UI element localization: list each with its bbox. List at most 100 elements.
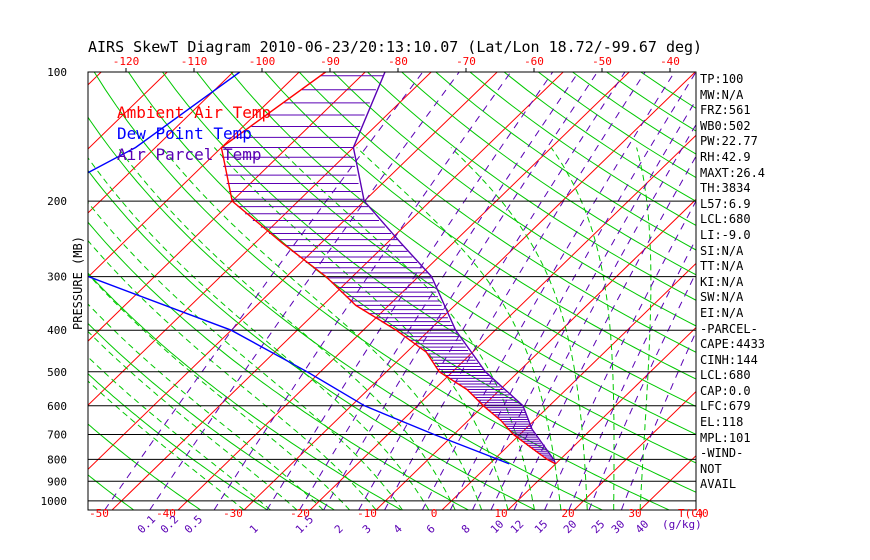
mixing-ratio-tick-label: 4: [391, 522, 405, 536]
top-tick-label: -100: [249, 55, 276, 68]
sidebar-index-item: -PARCEL-: [700, 321, 758, 336]
isotherm-line: [177, 72, 630, 510]
sidebar-index-item: -WIND-: [700, 446, 744, 461]
bottom-tick-label: 30: [628, 507, 641, 520]
bottom-tick-label: 20: [561, 507, 574, 520]
legend-dew-point-temp: Dew Point Temp: [117, 124, 252, 143]
dry-adiabat-line: [264, 72, 696, 380]
mixing-ratio-tick-label: 3: [360, 522, 374, 536]
sounding-indices-panel: TP:100 MW:N/A FRZ:561 WB0:502 PW:22.77 RH:42.…: [700, 72, 870, 493]
mixing-ratio-unit-label: (g/kg): [662, 518, 702, 531]
mixing-ratio-tick-label: 25: [589, 518, 608, 537]
sidebar-index-item: SW:N/A: [700, 290, 744, 305]
top-tick-label: -120: [113, 55, 140, 68]
mixing-ratio-line: [323, 72, 598, 510]
top-tick-label: -80: [388, 55, 408, 68]
mixing-ratio-tick-label: 15: [532, 518, 551, 537]
sidebar-index-item: MW:N/A: [700, 87, 744, 102]
sidebar-index-item: KI:N/A: [700, 274, 744, 289]
dry-adiabat-line: [332, 72, 696, 327]
sidebar-index-item: EI:N/A: [700, 305, 744, 320]
sidebar-index-item: LI:-9.0: [700, 227, 751, 242]
isotherm-line: [88, 72, 168, 150]
mixing-ratio-line: [299, 72, 579, 510]
moist-adiabat-line: [636, 147, 652, 510]
sidebar-index-item: AVAIL: [700, 477, 737, 492]
bottom-tick-label: -10: [357, 507, 377, 520]
plot-frame: [87, 68, 697, 511]
mixing-ratio-line: [568, 237, 696, 510]
isotherm-line: [88, 72, 366, 342]
profile-lines: [88, 72, 557, 465]
mixing-ratio-tick-label: 20: [561, 518, 580, 537]
moist-adiabat-line: [550, 147, 615, 510]
background-grid: [0, 72, 696, 510]
air-parcel-temp-line: [352, 72, 557, 465]
bottom-tick-label: -40: [156, 507, 176, 520]
sidebar-index-item: L57:6.9: [700, 196, 751, 211]
mixing-ratio-line: [266, 72, 554, 510]
dry-adiabat-line: [230, 72, 696, 408]
pressure-tick-label: 200: [47, 195, 67, 208]
mixing-ratio-tick-label: 0.5: [182, 513, 205, 536]
mixing-ratio-tick-label: 1: [247, 522, 261, 536]
pressure-tick-label: 500: [47, 366, 67, 379]
mixing-ratio-line: [544, 200, 696, 510]
isotherm-line: [0, 72, 35, 510]
mixing-ratio-tick-label: 6: [424, 522, 438, 536]
top-tick-label: -90: [320, 55, 340, 68]
moist-adiabat-line: [88, 380, 245, 510]
cape-hatch: [221, 75, 555, 462]
isotherm-line: [88, 72, 498, 470]
dry-adiabat-line: [162, 72, 696, 464]
mixing-ratio-tick-label: 40: [633, 518, 652, 537]
sidebar-index-item: RH:42.9: [700, 149, 751, 164]
mixing-ratio-tick-label: 0.1: [135, 513, 158, 536]
dry-adiabat-line: [88, 474, 134, 510]
sidebar-index-item: NOT: [700, 461, 722, 476]
top-tick-label: -60: [524, 55, 544, 68]
mixing-ratio-line: [513, 155, 696, 510]
mixing-ratio-line: [358, 72, 626, 510]
mixing-ratio-tick-label: 2: [332, 522, 346, 536]
sidebar-index-item: LCL:680: [700, 212, 751, 227]
moist-adiabat-line: [88, 356, 271, 510]
sidebar-index-item: SI:N/A: [700, 243, 744, 258]
mixing-ratio-tick-label: 10: [488, 518, 507, 537]
isotherm-line: [243, 72, 696, 510]
isotherm-line: [507, 326, 696, 510]
top-tick-label: -70: [456, 55, 476, 68]
plot-border: [87, 71, 697, 511]
sidebar-index-item: FRZ:561: [700, 103, 751, 118]
pressure-tick-label: 700: [47, 428, 67, 441]
isotherm-line: [88, 72, 234, 214]
pressure-tick-label: 100: [47, 66, 67, 79]
isotherm-line: [573, 390, 696, 510]
isotherm-line: [88, 72, 432, 406]
dew-point-temp-line: [88, 72, 510, 465]
pressure-tick-label: 800: [47, 453, 67, 466]
bottom-tick-label: -30: [223, 507, 243, 520]
dry-adiabat-line: [88, 221, 469, 510]
bottom-tick-label: -50: [89, 507, 109, 520]
moist-adiabat-line: [450, 147, 588, 510]
sidebar-index-item: LCL:680: [700, 368, 751, 383]
dry-adiabat-line: [88, 169, 536, 510]
chart-legend: Ambient Air Temp Dew Point Temp Air Parc…: [117, 103, 271, 164]
y-axis-label: PRESSURE (MB): [71, 236, 85, 330]
dry-adiabat-line: [93, 72, 670, 510]
mixing-ratio-line: [384, 72, 646, 510]
sidebar-index-item: MPL:101: [700, 430, 751, 445]
sidebar-index-item: TH:3834: [700, 181, 751, 196]
dry-adiabat-line: [88, 373, 268, 510]
mixing-ratio-tick-label: 8: [459, 522, 473, 536]
sidebar-index-item: LFC:679: [700, 399, 751, 414]
mixing-ratio-line: [149, 72, 460, 510]
dry-adiabat-line: [88, 423, 201, 510]
isotherm-line: [375, 198, 696, 510]
mixing-ratio-line: [620, 330, 696, 510]
bottom-tick-label: 0: [431, 507, 438, 520]
dry-adiabat-line: [401, 72, 696, 276]
sidebar-index-item: PW:22.77: [700, 134, 758, 149]
